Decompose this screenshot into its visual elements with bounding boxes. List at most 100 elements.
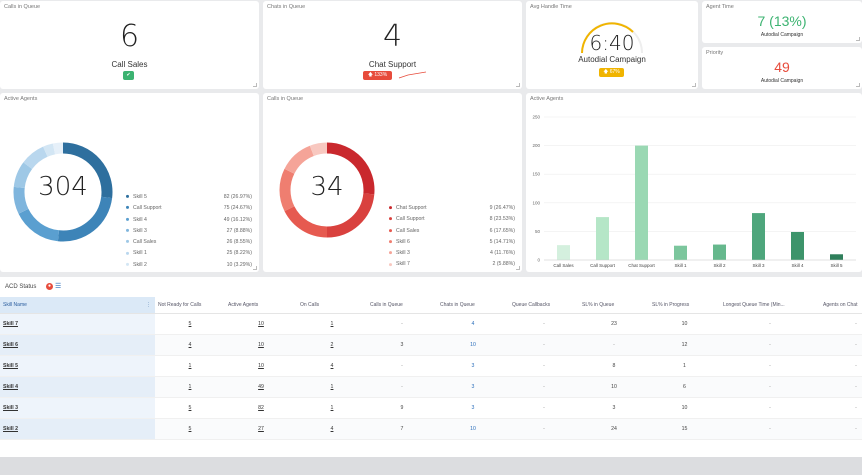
- legend-item[interactable]: Skill 7 2 (5.88%): [389, 260, 515, 271]
- column-header[interactable]: Queue Callbacks: [509, 297, 579, 314]
- legend-item[interactable]: Call Support 8 (23.53%): [389, 214, 515, 225]
- table-row[interactable]: Skill 3 5 82 1 9 3-3 10- -: [0, 397, 862, 419]
- legend-value: 27 (8.88%): [226, 227, 252, 234]
- table-cell[interactable]: 10: [225, 334, 297, 356]
- legend-item[interactable]: Skill 5 82 (26.97%): [126, 192, 252, 203]
- legend-item[interactable]: Call Sales 26 (8.55%): [126, 237, 252, 248]
- table-cell: 8: [579, 355, 649, 377]
- active-agents-slice-skill-6[interactable]: [52, 142, 64, 155]
- legend-item[interactable]: Skill 3 4 (11.76%): [389, 248, 515, 259]
- column-menu-icon[interactable]: ⋮: [146, 301, 151, 308]
- agent-time-card: Agent Time 7 (13%) Autodial Campaign: [702, 1, 862, 43]
- calls-in-queue-slice-call-support[interactable]: [326, 193, 375, 238]
- skill-name-cell[interactable]: Skill 4: [0, 376, 155, 398]
- resize-handle[interactable]: [856, 37, 860, 41]
- legend-item[interactable]: Call Support 75 (24.67%): [126, 203, 252, 214]
- skill-name-cell[interactable]: Skill 3: [0, 397, 155, 419]
- table-row[interactable]: Skill 5 1 10 4-3-8 1- -: [0, 355, 862, 377]
- table-cell[interactable]: 5: [155, 313, 225, 335]
- resize-handle[interactable]: [516, 83, 520, 87]
- resize-handle[interactable]: [516, 266, 520, 270]
- calls-in-queue-slice-chat-support[interactable]: [326, 142, 375, 195]
- record-icon[interactable]: ●: [46, 283, 53, 290]
- table-cell[interactable]: 4: [297, 355, 367, 377]
- active-agents-slice-call-sales[interactable]: [13, 162, 33, 189]
- table-cell[interactable]: 1: [297, 397, 367, 419]
- legend-item[interactable]: Skill 610 (3.29%): [126, 271, 252, 272]
- legend-item[interactable]: Call Sales 6 (17.65%): [389, 226, 515, 237]
- table-cell[interactable]: 5: [155, 418, 225, 440]
- table-cell[interactable]: 27: [225, 418, 297, 440]
- table-cell[interactable]: 82: [225, 397, 297, 419]
- column-header[interactable]: Active Agents: [225, 297, 297, 314]
- bar-skill-2[interactable]: [713, 244, 726, 260]
- active-agents-slice-call-support[interactable]: [57, 196, 113, 242]
- column-header[interactable]: SL% in Queue: [579, 297, 649, 314]
- column-header-label: Longest Queue Time (Min...: [723, 301, 785, 308]
- active-agents-slice-skill-1[interactable]: [23, 146, 48, 170]
- bar-skill-5[interactable]: [830, 254, 843, 260]
- bar-chat-support[interactable]: [635, 145, 648, 260]
- table-cell[interactable]: 1: [297, 313, 367, 335]
- column-header[interactable]: Skill Name ⋮: [0, 297, 155, 314]
- table-cell[interactable]: 49: [225, 376, 297, 398]
- column-header[interactable]: Not Ready for Calls: [155, 297, 225, 314]
- calls-in-queue-slice-skill-3[interactable]: [284, 145, 315, 175]
- resize-handle[interactable]: [253, 83, 257, 87]
- chats-badge: 🡅 133%: [363, 71, 392, 80]
- legend-item[interactable]: Skill 2 10 (3.29%): [126, 260, 252, 271]
- legend-item[interactable]: Chat Support 9 (26.47%): [389, 203, 515, 214]
- table-cell[interactable]: 10: [225, 355, 297, 377]
- bar-skill-1[interactable]: [674, 245, 687, 260]
- skill-name-cell[interactable]: Skill 5: [0, 355, 155, 377]
- legend-item[interactable]: Skill 3 27 (8.88%): [126, 226, 252, 237]
- bar-skill-4[interactable]: [791, 231, 804, 260]
- legend-value: 6 (17.65%): [489, 227, 515, 234]
- table-cell[interactable]: 1: [155, 376, 225, 398]
- legend-swatch: [126, 217, 129, 221]
- table-cell[interactable]: 4: [297, 418, 367, 440]
- calls-in-queue-slice-skill-6[interactable]: [279, 168, 295, 212]
- resize-handle[interactable]: [253, 266, 257, 270]
- skill-name-cell[interactable]: Skill 6: [0, 334, 155, 356]
- active-agents-slice-skill-5[interactable]: [62, 142, 113, 199]
- column-header[interactable]: Chats in Queue: [437, 297, 509, 314]
- legend-item[interactable]: Skill 6 5 (14.71%): [389, 237, 515, 248]
- calls-in-queue-label: Call Sales: [111, 60, 148, 69]
- list-menu-icon[interactable]: ☰: [55, 283, 62, 290]
- active-agents-slice-skill-4[interactable]: [18, 208, 60, 242]
- column-header[interactable]: On Calls: [297, 297, 367, 314]
- calls-in-queue-slice-call-sales[interactable]: [284, 206, 328, 238]
- table-cell[interactable]: 2: [297, 334, 367, 356]
- resize-handle[interactable]: [692, 83, 696, 87]
- table-cell: 4: [437, 313, 509, 335]
- calls-in-queue-slice-skill-7[interactable]: [309, 142, 328, 157]
- table-row[interactable]: Skill 7 5 10 1-4-23 10- -: [0, 313, 862, 335]
- table-row[interactable]: Skill 6 4 10 2 3 10- -12- -: [0, 334, 862, 356]
- table-cell[interactable]: 5: [155, 397, 225, 419]
- legend-label: Skill 7: [396, 261, 410, 268]
- column-header[interactable]: Agents on Chat: [820, 297, 862, 314]
- table-cell[interactable]: 1: [297, 376, 367, 398]
- legend-item[interactable]: Skill 1 25 (8.22%): [126, 248, 252, 259]
- table-row[interactable]: Skill 2 5 27 4 7 10-24 15- -: [0, 418, 862, 440]
- table-cell[interactable]: 4: [155, 334, 225, 356]
- bar-call-support[interactable]: [596, 217, 609, 260]
- legend-item[interactable]: Skill 4 49 (16.12%): [126, 214, 252, 225]
- legend-swatch: [126, 194, 129, 198]
- skill-name-cell[interactable]: Skill 2: [0, 418, 155, 440]
- column-header[interactable]: SL% in Progress: [649, 297, 720, 314]
- column-header[interactable]: Calls in Queue: [367, 297, 437, 314]
- skill-name-cell[interactable]: Skill 7: [0, 313, 155, 335]
- table-cell[interactable]: 1: [155, 355, 225, 377]
- card-title: Active Agents: [530, 96, 564, 102]
- bar-skill-3[interactable]: [752, 213, 765, 260]
- resize-handle[interactable]: [856, 83, 860, 87]
- active-agents-slice-skill-2[interactable]: [43, 143, 56, 157]
- active-agents-slice-skill-3[interactable]: [13, 186, 29, 214]
- column-header[interactable]: Longest Queue Time (Min...: [720, 297, 820, 314]
- legend-label: Chat Support: [396, 205, 427, 212]
- table-row[interactable]: Skill 4 1 49 1-3-10 6- -: [0, 376, 862, 398]
- bar-call-sales[interactable]: [557, 245, 570, 260]
- table-cell[interactable]: 10: [225, 313, 297, 335]
